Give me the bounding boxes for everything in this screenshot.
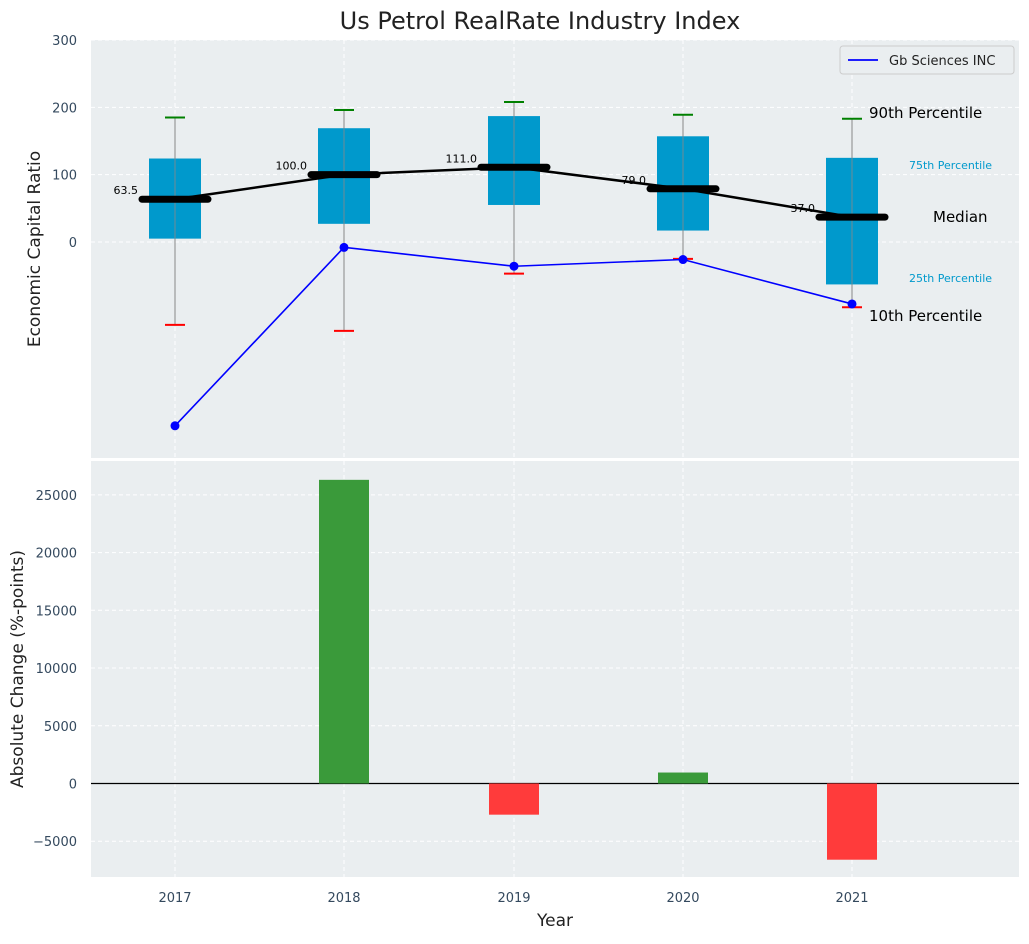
change-bar: [658, 772, 708, 784]
legend-box: [839, 45, 1015, 75]
bottom-y-tick-label: 25000: [36, 489, 77, 504]
annotation-median: Median: [933, 208, 988, 226]
bottom-y-axis-label: Absolute Change (%-points): [8, 550, 28, 788]
x-tick-label: 2017: [158, 891, 191, 906]
median-value-label: 37.0: [791, 202, 816, 215]
change-bar: [319, 479, 369, 784]
top-y-tick-label: 0: [69, 236, 77, 251]
legend-label: Gb Sciences INC: [889, 54, 995, 69]
top-y-tick-label: 100: [52, 169, 77, 184]
annotation-10th-percentile: 10th Percentile: [869, 307, 982, 325]
bottom-panel-background: [91, 461, 1019, 877]
company-series-point: [339, 242, 349, 252]
company-series-point: [847, 299, 857, 309]
chart-title: Us Petrol RealRate Industry Index: [340, 7, 741, 35]
top-y-tick-label: 200: [52, 101, 77, 116]
bottom-y-tick-label: 5000: [44, 720, 77, 735]
bottom-y-tick-label: 0: [69, 778, 77, 793]
company-series-point: [509, 261, 519, 271]
x-tick-label: 2019: [497, 891, 530, 906]
median-value-label: 100.0: [276, 160, 308, 173]
bottom-y-tick-label: −5000: [33, 835, 77, 850]
top-y-axis-label: Economic Capital Ratio: [25, 151, 45, 347]
top-panel-background: [91, 40, 1019, 458]
annotation-90th-percentile: 90th Percentile: [869, 104, 982, 122]
bottom-y-tick-label: 15000: [36, 604, 77, 619]
median-value-label: 79.0: [622, 174, 647, 187]
annotation-25th-percentile: 25th Percentile: [909, 272, 992, 285]
median-value-label: 111.0: [446, 152, 478, 165]
company-series-point: [678, 255, 688, 265]
x-tick-label: 2020: [666, 891, 699, 906]
bottom-y-tick-label: 20000: [36, 547, 77, 562]
median-value-label: 63.5: [114, 184, 139, 197]
change-bar: [827, 783, 877, 860]
change-bar: [489, 783, 539, 815]
x-tick-label: 2018: [327, 891, 360, 906]
company-series-point: [170, 421, 180, 431]
top-y-tick-label: 300: [52, 34, 77, 49]
annotation-75th-percentile: 75th Percentile: [909, 159, 992, 172]
bottom-y-tick-label: 10000: [36, 662, 77, 677]
x-tick-label: 2021: [835, 891, 868, 906]
x-axis-label: Year: [536, 911, 573, 931]
